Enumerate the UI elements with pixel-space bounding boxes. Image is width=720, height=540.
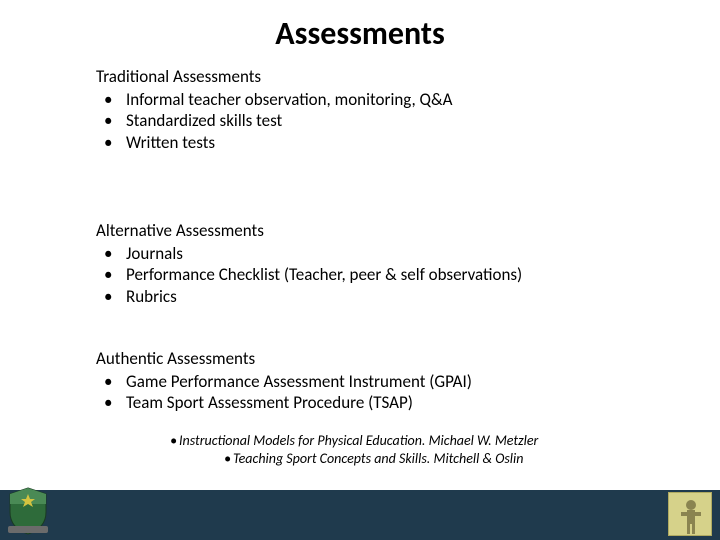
list-item: Standardized skills test <box>96 110 666 131</box>
list-item: Journals <box>96 243 666 264</box>
section-heading: Authentic Assessments <box>96 348 666 369</box>
bullet-list: Informal teacher observation, monitoring… <box>96 89 666 153</box>
section-traditional: Traditional Assessments Informal teacher… <box>96 66 666 153</box>
list-item: Rubrics <box>96 286 666 307</box>
bullet-list: Game Performance Assessment Instrument (… <box>96 371 666 414</box>
reference-line: •Instructional Models for Physical Educa… <box>170 432 690 450</box>
bullet-dot: • <box>224 450 231 467</box>
section-authentic: Authentic Assessments Game Performance A… <box>96 348 666 414</box>
references: •Instructional Models for Physical Educa… <box>170 432 690 468</box>
list-item: Performance Checklist (Teacher, peer & s… <box>96 264 666 285</box>
list-item: Written tests <box>96 132 666 153</box>
slide-title: Assessments <box>0 14 720 53</box>
reference-text: Instructional Models for Physical Educat… <box>179 432 538 449</box>
bullet-dot: • <box>170 432 177 449</box>
list-item: Game Performance Assessment Instrument (… <box>96 371 666 392</box>
section-heading: Alternative Assessments <box>96 220 666 241</box>
bullet-list: Journals Performance Checklist (Teacher,… <box>96 243 666 307</box>
reference-line: •Teaching Sport Concepts and Skills. Mit… <box>170 450 690 468</box>
slide: Assessments Traditional Assessments Info… <box>0 0 720 540</box>
list-item: Informal teacher observation, monitoring… <box>96 89 666 110</box>
reference-text: Teaching Sport Concepts and Skills. Mitc… <box>233 450 523 467</box>
logo-right <box>668 492 712 536</box>
figure-icon <box>669 493 713 537</box>
footer-bar <box>0 490 720 540</box>
logo-left <box>6 486 50 536</box>
list-item: Team Sport Assessment Procedure (TSAP) <box>96 392 666 413</box>
shield-icon <box>6 486 50 536</box>
section-alternative: Alternative Assessments Journals Perform… <box>96 220 666 307</box>
section-heading: Traditional Assessments <box>96 66 666 87</box>
